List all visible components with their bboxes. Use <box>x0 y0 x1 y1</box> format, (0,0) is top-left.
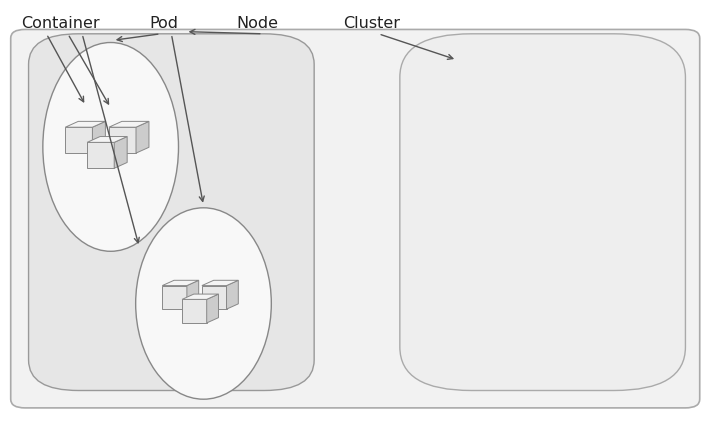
Polygon shape <box>87 137 127 143</box>
FancyBboxPatch shape <box>400 35 685 391</box>
Polygon shape <box>187 281 198 309</box>
Polygon shape <box>162 281 198 286</box>
Text: Pod: Pod <box>150 16 178 31</box>
Text: Cluster: Cluster <box>343 16 400 31</box>
Polygon shape <box>207 294 218 323</box>
Polygon shape <box>162 286 187 309</box>
Polygon shape <box>136 122 149 154</box>
Polygon shape <box>114 137 127 169</box>
Polygon shape <box>182 300 207 323</box>
Polygon shape <box>92 122 106 154</box>
Text: Container: Container <box>21 16 100 31</box>
FancyBboxPatch shape <box>29 35 314 391</box>
Polygon shape <box>65 122 106 128</box>
FancyBboxPatch shape <box>11 30 700 408</box>
Text: Node: Node <box>236 16 278 31</box>
Polygon shape <box>87 143 114 169</box>
Polygon shape <box>182 294 218 300</box>
Polygon shape <box>202 286 226 309</box>
Polygon shape <box>202 281 238 286</box>
Ellipse shape <box>43 43 178 252</box>
Polygon shape <box>65 128 92 154</box>
Polygon shape <box>109 122 149 128</box>
Polygon shape <box>226 281 238 309</box>
Ellipse shape <box>136 208 271 399</box>
Polygon shape <box>109 128 136 154</box>
